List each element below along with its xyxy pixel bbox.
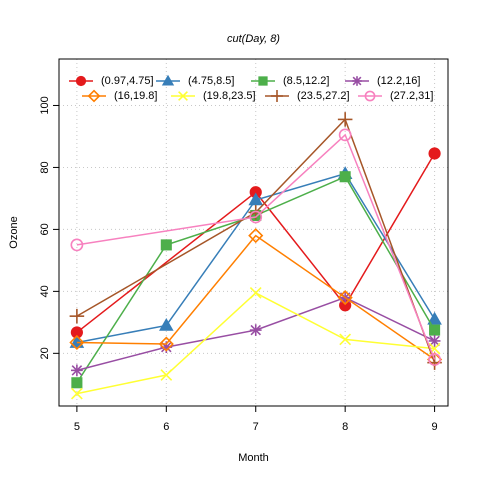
data-point xyxy=(160,239,172,251)
data-point xyxy=(70,387,83,400)
x-tick-label: 9 xyxy=(432,421,438,433)
data-point xyxy=(158,336,174,352)
x-tick-label: 8 xyxy=(342,421,348,433)
x-axis-title: Month xyxy=(238,452,269,464)
data-point xyxy=(69,334,85,351)
data-point-stroke xyxy=(249,287,262,299)
x-tick-label: 5 xyxy=(74,421,80,433)
data-point-stroke xyxy=(71,365,83,376)
series-6 xyxy=(70,287,441,400)
y-tick-label: 80 xyxy=(39,161,51,173)
data-point-stroke xyxy=(70,387,83,400)
legend-label: (12.2,16] xyxy=(377,75,420,87)
data-point xyxy=(428,147,441,160)
series-line xyxy=(76,133,436,360)
data-point xyxy=(249,287,262,299)
data-point xyxy=(159,317,174,331)
legend-label: (0.97,4.75] xyxy=(101,75,154,87)
data-point xyxy=(427,311,442,325)
legend-item: (16,19.8] xyxy=(82,89,157,103)
series-line xyxy=(76,153,436,334)
y-tick-label: 20 xyxy=(39,347,51,359)
data-point-stroke xyxy=(352,76,362,86)
data-point xyxy=(339,171,351,183)
data-point-stroke xyxy=(250,324,262,336)
data-point xyxy=(339,333,352,346)
legend: cut(Day, 8) (0.97,4.75] (4.75,8.5] (8.5,12… xyxy=(69,33,433,103)
data-point xyxy=(69,335,85,348)
series-line xyxy=(76,118,436,363)
data-point xyxy=(338,128,352,142)
data-point xyxy=(249,324,262,336)
legend-item: (23.5,27.2] xyxy=(265,90,350,102)
data-point xyxy=(352,76,362,86)
data-point-stroke xyxy=(160,369,173,381)
legend-label: (27.2,31] xyxy=(390,90,433,102)
data-point xyxy=(428,353,441,366)
legend-label: (4.75,8.5] xyxy=(188,75,234,87)
data-point xyxy=(87,89,101,103)
y-axis-title: Ozone xyxy=(8,216,20,248)
data-point-stroke xyxy=(161,341,172,353)
data-point xyxy=(428,335,441,347)
series-1 xyxy=(70,147,441,339)
data-point xyxy=(337,289,353,306)
data-point xyxy=(71,364,83,377)
legend-label: (16,19.8] xyxy=(114,90,157,102)
legend-label: (19.8,23.5] xyxy=(203,90,256,102)
legend-item: (27.2,31] xyxy=(358,90,433,102)
x-tick-label: 6 xyxy=(163,421,169,433)
legend-title: cut(Day, 8) xyxy=(227,33,280,45)
legend-item: (0.97,4.75] xyxy=(69,75,154,87)
data-point xyxy=(337,112,353,127)
data-point xyxy=(248,192,264,206)
series-8 xyxy=(70,128,441,366)
legend-item: (19.8,23.5] xyxy=(171,90,256,102)
data-point-stroke xyxy=(429,335,440,347)
legend-label: (23.5,27.2] xyxy=(297,90,350,102)
data-point xyxy=(70,238,84,252)
legend-label: (8.5,12.2] xyxy=(283,75,329,87)
data-point-stroke xyxy=(178,91,188,101)
series-line xyxy=(76,234,436,361)
plot-area-box xyxy=(58,58,449,407)
data-point xyxy=(258,76,268,86)
data-point xyxy=(160,369,173,381)
data-point xyxy=(71,377,83,389)
data-point xyxy=(248,228,264,244)
legend-item: (4.75,8.5] xyxy=(156,74,234,87)
data-point xyxy=(364,90,376,102)
y-tick-label: 100 xyxy=(39,96,51,114)
legend-item: (8.5,12.2] xyxy=(251,75,329,87)
data-point xyxy=(271,90,283,102)
series-layer xyxy=(69,112,443,400)
data-point xyxy=(249,210,263,224)
y-tick-label: 40 xyxy=(39,285,51,297)
series-4 xyxy=(71,291,441,377)
y-tick-label: 60 xyxy=(39,223,51,235)
data-point xyxy=(75,75,87,87)
data-point xyxy=(429,324,441,336)
data-point-stroke xyxy=(339,333,352,346)
x-tick-label: 7 xyxy=(253,421,259,433)
legend-item: (12.2,16] xyxy=(345,75,420,87)
axes: 5 6 7 8 9 20 40 60 80 100 xyxy=(39,96,438,433)
data-point xyxy=(69,308,85,324)
data-point xyxy=(178,91,188,101)
data-point xyxy=(161,74,175,86)
